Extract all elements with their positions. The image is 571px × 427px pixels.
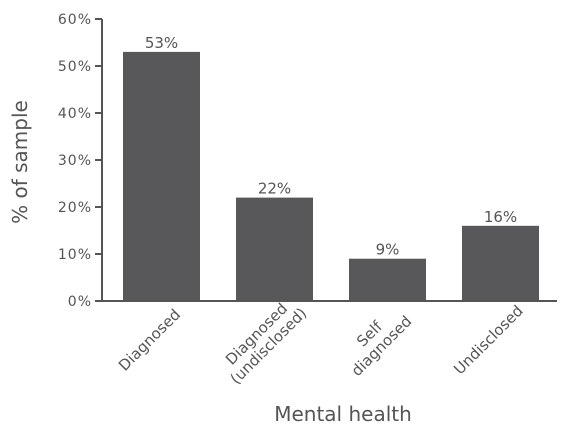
x-tick-label: Diagnosed — [115, 305, 184, 374]
y-tick-label: 50% — [58, 59, 92, 75]
x-tick-label: Diagnosed(undisclosed) — [215, 292, 311, 388]
data-label: 22% — [258, 180, 291, 198]
bar — [349, 258, 426, 301]
bar — [462, 225, 539, 301]
y-axis-title: % of sample — [8, 100, 32, 224]
y-axis: 0% 10% 20% 30% 40% 50% 60% — [58, 12, 103, 310]
bars: 53% 22% 9% 16% — [123, 34, 539, 302]
y-tick-label: 30% — [58, 153, 92, 169]
x-tick-label-line: diagnosed — [348, 312, 416, 380]
bar — [123, 51, 200, 302]
x-tick-label: Undisclosed — [450, 302, 526, 378]
data-label: 9% — [376, 241, 400, 259]
y-tick-label: 60% — [58, 12, 92, 28]
y-tick-label: 20% — [58, 200, 92, 216]
bar — [236, 197, 313, 301]
x-axis-title: Mental health — [274, 402, 412, 426]
y-tick-label: 0% — [68, 294, 92, 310]
y-tick-label: 10% — [58, 247, 92, 263]
data-label: 53% — [145, 34, 178, 52]
x-axis: Diagnosed Diagnosed(undisclosed) Selfdiagn… — [101, 292, 557, 388]
y-tick-label: 40% — [58, 106, 92, 122]
x-tick-label: Selfdiagnosed — [336, 300, 416, 380]
x-tick-label-line: Undisclosed — [450, 302, 526, 378]
data-label: 16% — [484, 208, 517, 226]
x-tick-label-line: Diagnosed — [115, 305, 184, 374]
